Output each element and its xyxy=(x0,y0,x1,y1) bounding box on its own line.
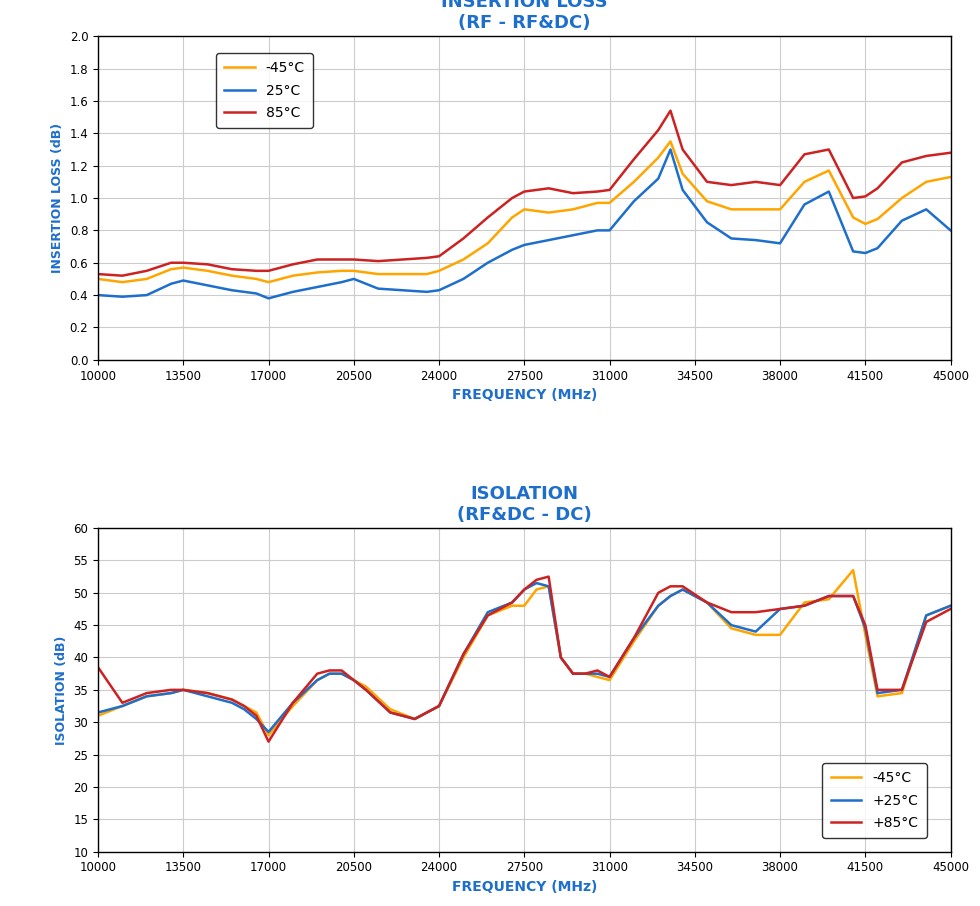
Title: INSERTION LOSS
(RF - RF&DC): INSERTION LOSS (RF - RF&DC) xyxy=(441,0,608,32)
Y-axis label: INSERTION LOSS (dB): INSERTION LOSS (dB) xyxy=(51,123,64,273)
X-axis label: FREQUENCY (MHz): FREQUENCY (MHz) xyxy=(452,880,597,894)
Y-axis label: ISOLATION (dB): ISOLATION (dB) xyxy=(55,635,68,745)
Title: ISOLATION
(RF&DC - DC): ISOLATION (RF&DC - DC) xyxy=(457,485,592,524)
X-axis label: FREQUENCY (MHz): FREQUENCY (MHz) xyxy=(452,388,597,402)
Legend: -45°C, +25°C, +85°C: -45°C, +25°C, +85°C xyxy=(822,763,927,838)
Legend: -45°C, 25°C, 85°C: -45°C, 25°C, 85°C xyxy=(216,53,314,129)
